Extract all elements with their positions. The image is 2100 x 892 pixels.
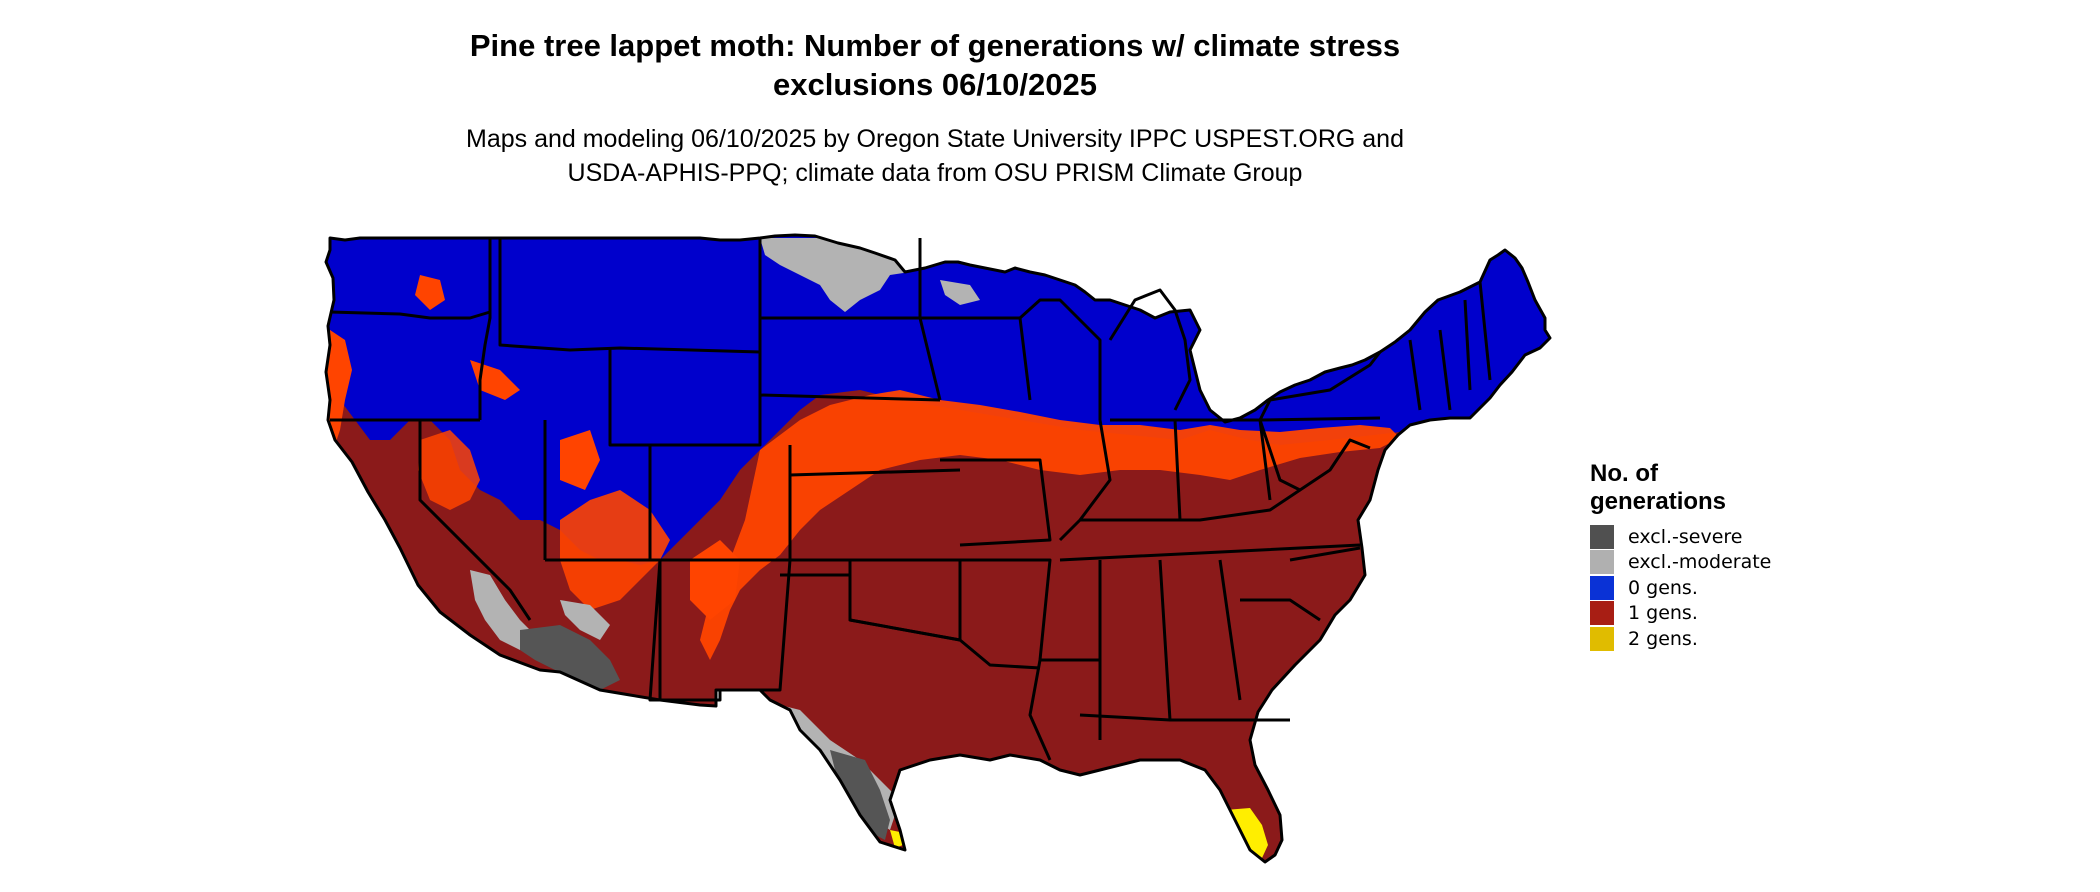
border-ms-al-ga xyxy=(1098,559,1242,721)
map-subtitle-line-2: USDA-APHIS-PPQ; climate data from OSU PR… xyxy=(567,159,1303,187)
legend-title-line-1: No. of xyxy=(1590,460,1658,487)
legend-item-0-gens: 0 gens. xyxy=(1590,575,1850,601)
zone-excl-moderate-az xyxy=(560,600,610,640)
border-id-west xyxy=(478,238,492,420)
border-fl xyxy=(1079,713,1290,722)
legend: No. of generations excl.-severe excl.-mo… xyxy=(1590,460,1850,652)
legend-label-0-gens: 0 gens. xyxy=(1628,576,1698,599)
border-wa-or xyxy=(329,310,491,320)
border-ky-tn xyxy=(1059,488,1361,562)
legend-label-excl-moderate: excl.-moderate xyxy=(1628,551,1772,574)
zone-excl-severe-tx xyxy=(830,750,890,840)
map-title-line-2: exclusions 06/10/2025 xyxy=(772,67,1097,102)
legend-label-2-gens: 2 gens. xyxy=(1628,627,1698,650)
legend-label-1-gens: 1 gens. xyxy=(1628,602,1698,625)
border-nd-sd-ne xyxy=(758,238,941,445)
border-pa-ny xyxy=(1258,351,1382,422)
border-wi-il xyxy=(1018,298,1112,542)
zone-marginal-nv xyxy=(418,430,480,510)
border-co xyxy=(648,445,792,562)
border-sc-nc xyxy=(1240,546,1361,622)
legend-swatch-1-gens xyxy=(1590,601,1614,626)
border-nm xyxy=(648,559,792,702)
border-mo-ar xyxy=(940,458,1052,661)
legend-swatch-excl-moderate xyxy=(1590,550,1614,575)
legend-swatch-0-gens xyxy=(1590,575,1614,600)
legend-swatch-2-gens xyxy=(1590,626,1614,651)
zone-excl-severe-az xyxy=(520,625,620,690)
zone-marginal-coast xyxy=(326,330,352,445)
legend-title-line-2: generations xyxy=(1590,488,1727,515)
zone-excl-moderate-mn-east xyxy=(940,280,980,305)
border-new-england xyxy=(1408,281,1492,411)
state-borders xyxy=(324,233,1552,864)
legend-swatch-excl-severe xyxy=(1590,524,1614,549)
zone-marginal-ut xyxy=(560,430,600,490)
legend-item-excl-moderate: excl.-moderate xyxy=(1590,550,1850,576)
legend-label-excl-severe: excl.-severe xyxy=(1628,525,1743,548)
zone-marginal-west xyxy=(560,490,670,610)
zone-marginal-band xyxy=(700,390,1400,660)
border-ca-nv xyxy=(418,420,532,621)
legend-item-excl-severe: excl.-severe xyxy=(1590,524,1850,550)
map-title: Pine tree lappet moth: Number of generat… xyxy=(0,26,1870,104)
legend-title: No. of generations xyxy=(1590,460,1850,516)
border-mt-south xyxy=(498,238,761,354)
border-tx xyxy=(780,573,1041,670)
map-subtitle: Maps and modeling 06/10/2025 by Oregon S… xyxy=(0,122,1870,190)
map-title-line-1: Pine tree lappet moth: Number of generat… xyxy=(469,28,1401,63)
legend-item-2-gens: 2 gens. xyxy=(1590,626,1850,652)
legend-item-1-gens: 1 gens. xyxy=(1590,601,1850,627)
border-mi xyxy=(1108,288,1192,411)
generation-zones xyxy=(326,235,1550,862)
zone-marginal-wa-1 xyxy=(415,275,445,310)
border-va-wv xyxy=(1258,419,1371,492)
map-subtitle-line-1: Maps and modeling 06/10/2025 by Oregon S… xyxy=(466,125,1404,153)
